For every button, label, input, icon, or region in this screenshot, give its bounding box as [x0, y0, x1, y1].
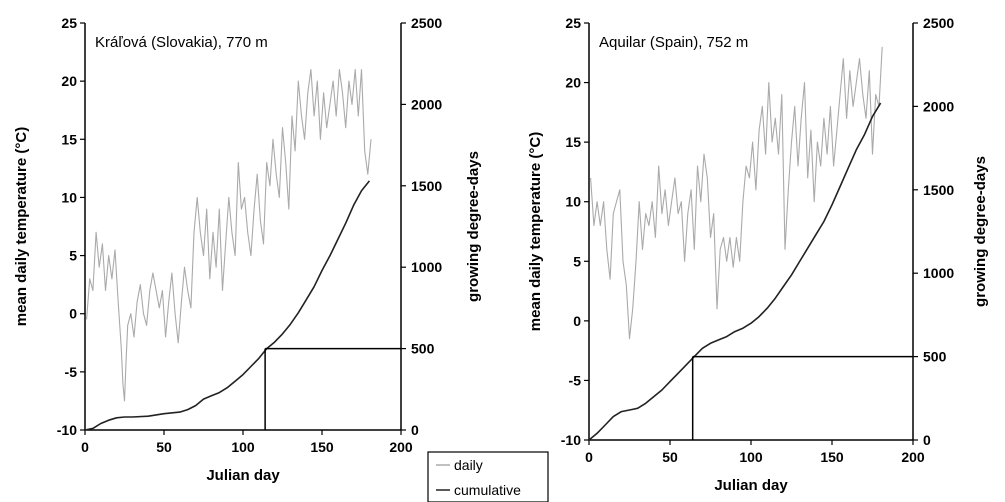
y-right-tick-label: 1500: [411, 178, 442, 194]
y-right-tick-label: 0: [411, 422, 419, 438]
y-right-tick-label: 1000: [923, 265, 954, 281]
y-right-tick-label: 1500: [923, 182, 954, 198]
y-left-tick-label: -5: [569, 372, 582, 388]
x-axis-label: Julian day: [714, 477, 788, 494]
series-line-cumulative: [588, 102, 882, 441]
panel-title: Aquilar (Spain), 752 m: [599, 34, 748, 51]
y-right-tick-label: 2000: [411, 96, 442, 112]
y-left-tick-label: 5: [573, 253, 581, 269]
y-left-tick-label: -5: [65, 364, 78, 380]
y-left-tick-label: 20: [61, 73, 77, 89]
series-line-cumulative: [84, 180, 371, 431]
y-left-tick-label: 0: [69, 306, 77, 322]
y-right-tick-label: 0: [923, 432, 931, 448]
legend-label-daily: daily: [454, 457, 483, 473]
y-right-tick-label: 2500: [411, 15, 442, 31]
y-axis-label-right: growing degree-days: [972, 156, 989, 307]
x-tick-label: 100: [231, 439, 255, 455]
legend-box: [427, 451, 549, 502]
y-left-tick-label: 10: [565, 194, 581, 210]
x-tick-label: 0: [585, 449, 593, 465]
y-right-tick-label: 2500: [923, 15, 954, 31]
y-left-tick-label: 25: [565, 15, 581, 31]
y-axis-label-left: mean daily temperature (°C): [527, 132, 544, 331]
y-left-tick-label: -10: [561, 432, 581, 448]
y-left-tick-label: 10: [61, 189, 77, 205]
chart-panel-kralova: 0 50 100 150 200 -10 -5 0 5 10 15 20 25 0 500 1000 1500 2…: [13, 15, 482, 484]
x-tick-label: 50: [156, 439, 172, 455]
y-axis-label-left: mean daily temperature (°C): [13, 127, 30, 326]
y-left-tick-label: 20: [565, 75, 581, 91]
y-left-tick-label: 5: [69, 248, 77, 264]
y-right-tick-label: 500: [411, 341, 435, 357]
y-right-tick-label: 2000: [923, 98, 954, 114]
y-right-tick-label: 500: [923, 349, 947, 365]
x-axis-label: Julian day: [206, 467, 280, 484]
chart-panel-aquilar: 0 50 100 150 200 -10 -5 0 5 10 15 20 25 0 500 1000 1500 2…: [527, 15, 989, 494]
x-tick-label: 200: [389, 439, 413, 455]
series-line-daily: [86, 68, 372, 402]
legend-label-cumulative: cumulative: [454, 482, 521, 498]
y-left-tick-label: 0: [573, 313, 581, 329]
y-left-tick-label: 15: [565, 134, 581, 150]
x-tick-label: 200: [901, 449, 925, 465]
y-left-tick-label: 25: [61, 15, 77, 31]
y-left-tick-label: 15: [61, 131, 77, 147]
y-right-tick-label: 1000: [411, 259, 442, 275]
y-left-tick-label: -10: [57, 422, 77, 438]
y-axis-label-right: growing degree-days: [465, 151, 482, 302]
x-tick-label: 100: [739, 449, 763, 465]
chart-legend: daily cumulative: [427, 451, 549, 502]
x-tick-label: 150: [310, 439, 334, 455]
series-line-daily: [590, 46, 883, 340]
x-tick-label: 50: [662, 449, 678, 465]
panel-title: Kráľová (Slovakia), 770 m: [95, 34, 268, 51]
x-tick-label: 150: [820, 449, 844, 465]
x-tick-label: 0: [81, 439, 89, 455]
